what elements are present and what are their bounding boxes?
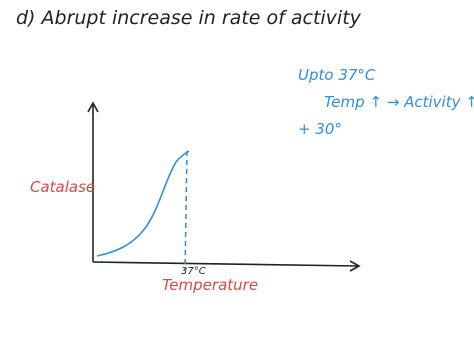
drop-line bbox=[184, 150, 188, 271]
x-axis-label: Temperature bbox=[162, 276, 258, 294]
y-axis-label: Catalase bbox=[30, 178, 95, 196]
note-line: Temp ↑ → Activity ↑ bbox=[324, 93, 474, 111]
note-line: Upto 37°C bbox=[298, 66, 376, 84]
y-arrow bbox=[87, 101, 99, 113]
heading: d) Abrupt increase in rate of activity bbox=[16, 7, 362, 29]
note-line: + 30° bbox=[298, 120, 342, 138]
activity-curve bbox=[96, 150, 190, 257]
x-tick-label: 37°C bbox=[181, 266, 206, 277]
x-arrow bbox=[349, 260, 361, 272]
x-axis bbox=[92, 261, 359, 267]
